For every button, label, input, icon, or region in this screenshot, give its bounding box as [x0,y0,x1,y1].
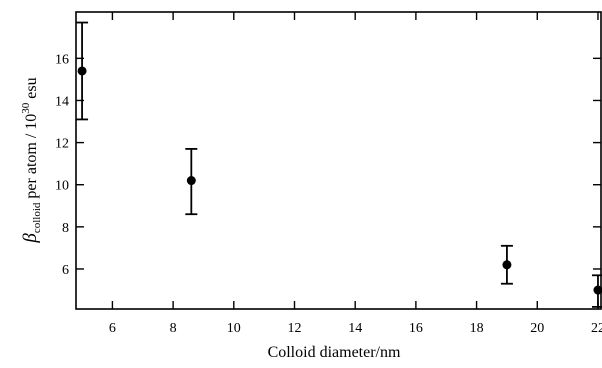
data-point [502,260,512,270]
y-axis-title-unit: esu [23,77,40,102]
x-tick-label: 20 [530,321,544,336]
y-tick-label: 12 [55,137,69,152]
y-tick-label: 16 [55,52,69,67]
x-tick-label: 14 [348,321,362,336]
x-tick-label: 12 [287,321,301,336]
y-tick-label: 6 [62,263,69,278]
y-axis-title-text: per atom / 10 [23,114,40,203]
data-points [76,21,602,308]
x-tick-label: 8 [170,321,177,336]
y-axis-title-superscript: 30 [20,102,32,114]
y-tick-label: 8 [62,221,69,236]
x-axis-ticks: 6 8 10 12 14 16 18 20 22 [109,12,602,336]
x-tick-label: 18 [470,321,484,336]
data-point [593,285,602,295]
plot-frame [75,11,602,310]
x-tick-label: 16 [409,321,423,336]
y-axis-title: βcolloid per atom / 1030 esu [20,77,43,243]
x-tick-label: 10 [227,321,241,336]
y-tick-label: 14 [55,94,69,109]
plot-border [75,11,602,310]
x-tick-label: 22 [591,321,602,336]
y-axis-title-symbol: β [20,233,41,244]
data-point [77,66,87,76]
y-axis-title-subscript: colloid [31,202,43,233]
x-axis-title: Colloid diameter/nm [268,344,401,361]
data-point [186,176,196,186]
y-axis-ticks: 6 8 10 12 14 16 [55,52,601,278]
y-tick-label: 10 [55,179,69,194]
x-tick-label: 6 [109,321,116,336]
